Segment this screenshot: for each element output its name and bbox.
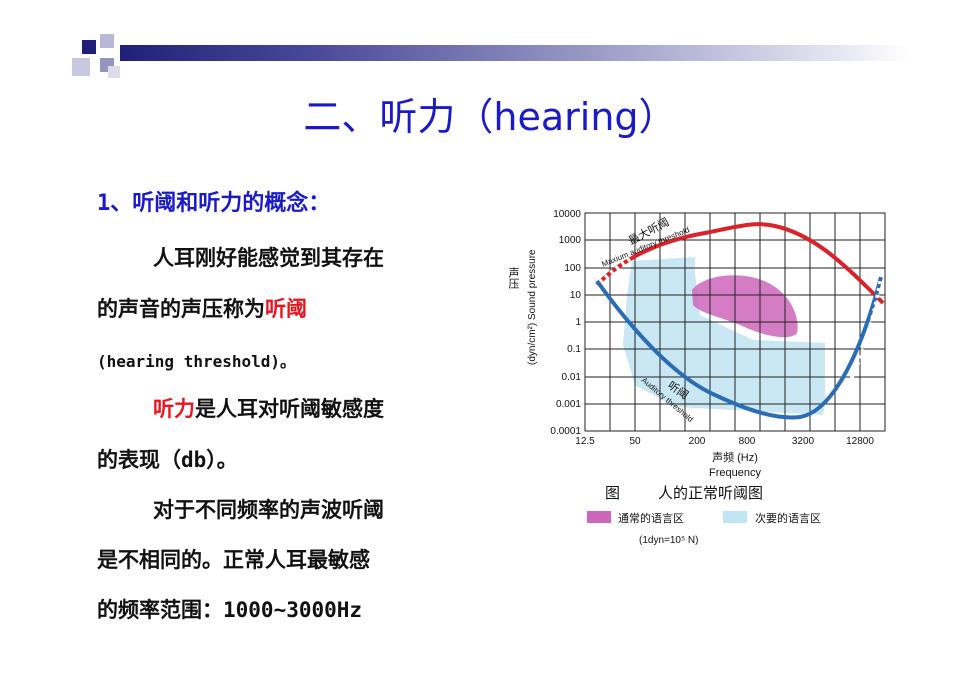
y-tick-label: 1000 xyxy=(559,235,582,246)
max-threshold-curve xyxy=(593,222,885,305)
x-tick-label: 12800 xyxy=(846,436,874,447)
deco-square-light xyxy=(100,34,114,48)
paragraph-line: 听力是人耳对听阈敏感度 xyxy=(153,393,384,423)
paragraph-line: 的表现（db）。 xyxy=(97,448,238,472)
hearing-threshold-figure: 10000 1000 100 10 1 0.1 0.01 0.001 0.000… xyxy=(507,209,886,546)
y-tick-label: 0.001 xyxy=(556,399,581,410)
y-tick-label: 0.01 xyxy=(562,372,582,383)
y-tick-label: 10 xyxy=(570,290,582,301)
paragraph-line: 人耳刚好能感觉到其存在 xyxy=(153,246,384,270)
y-tick-label: 1 xyxy=(575,317,581,328)
y-tick-label: 0.1 xyxy=(567,344,581,355)
highlight-term: 听力 xyxy=(153,397,195,421)
deco-square-dark xyxy=(82,40,96,54)
deco-square-pale xyxy=(108,66,120,78)
min-threshold-curve-dashed-end xyxy=(843,276,883,392)
plot-grid xyxy=(584,212,886,432)
y-tick-label: 0.0001 xyxy=(550,426,581,437)
x-tick-label: 200 xyxy=(689,436,706,447)
header-gradient-bar xyxy=(120,45,910,61)
y-tick-label: 10000 xyxy=(553,209,581,220)
paragraph-line: (hearing threshold)。 xyxy=(97,352,297,371)
y-tick-label: 100 xyxy=(564,263,581,274)
figure-caption: 人的正常听阈图 xyxy=(658,484,763,502)
y-axis-label-en: (dyn/cm²) Sound pressure xyxy=(527,249,538,365)
deco-square-light xyxy=(72,58,90,76)
x-axis-label-cn: 声频 (Hz) xyxy=(712,450,758,464)
section-heading: 1、听阈和听力的概念： xyxy=(97,191,331,216)
unit-note: (1dyn=10⁵ N) xyxy=(639,535,698,546)
legend-label-common: 通常的语言区 xyxy=(618,511,684,525)
min-threshold-curve xyxy=(595,276,883,420)
legend-swatch-secondary xyxy=(723,511,747,523)
x-tick-label: 800 xyxy=(739,436,756,447)
x-tick-label: 50 xyxy=(629,436,641,447)
y-axis-label-cn: 声压 xyxy=(507,266,520,290)
paragraph-line: 的频率范围：1000~3000Hz xyxy=(97,598,363,622)
caption-prefix: 图 xyxy=(605,484,620,502)
max-threshold-curve-dashed-start xyxy=(593,255,635,289)
legend-swatch-common xyxy=(587,511,611,523)
x-tick-label: 3200 xyxy=(792,436,815,447)
paragraph-line: 是不相同的。正常人耳最敏感 xyxy=(97,548,370,572)
x-tick-label: 12.5 xyxy=(575,436,595,447)
secondary-speech-zone xyxy=(623,257,825,415)
highlight-term: 听阈 xyxy=(265,297,307,321)
paragraph-line: 的声音的声压称为听阈 xyxy=(97,293,307,323)
text-span: 是人耳对听阈敏感度 xyxy=(195,397,384,421)
text-span: 的声音的声压称为 xyxy=(97,297,265,321)
x-axis-label-en: Frequency xyxy=(709,467,761,479)
slide-title: 二、听力（hearing） xyxy=(303,95,677,139)
legend-label-secondary: 次要的语言区 xyxy=(755,511,821,525)
paragraph-line: 对于不同频率的声波听阈 xyxy=(153,498,384,522)
